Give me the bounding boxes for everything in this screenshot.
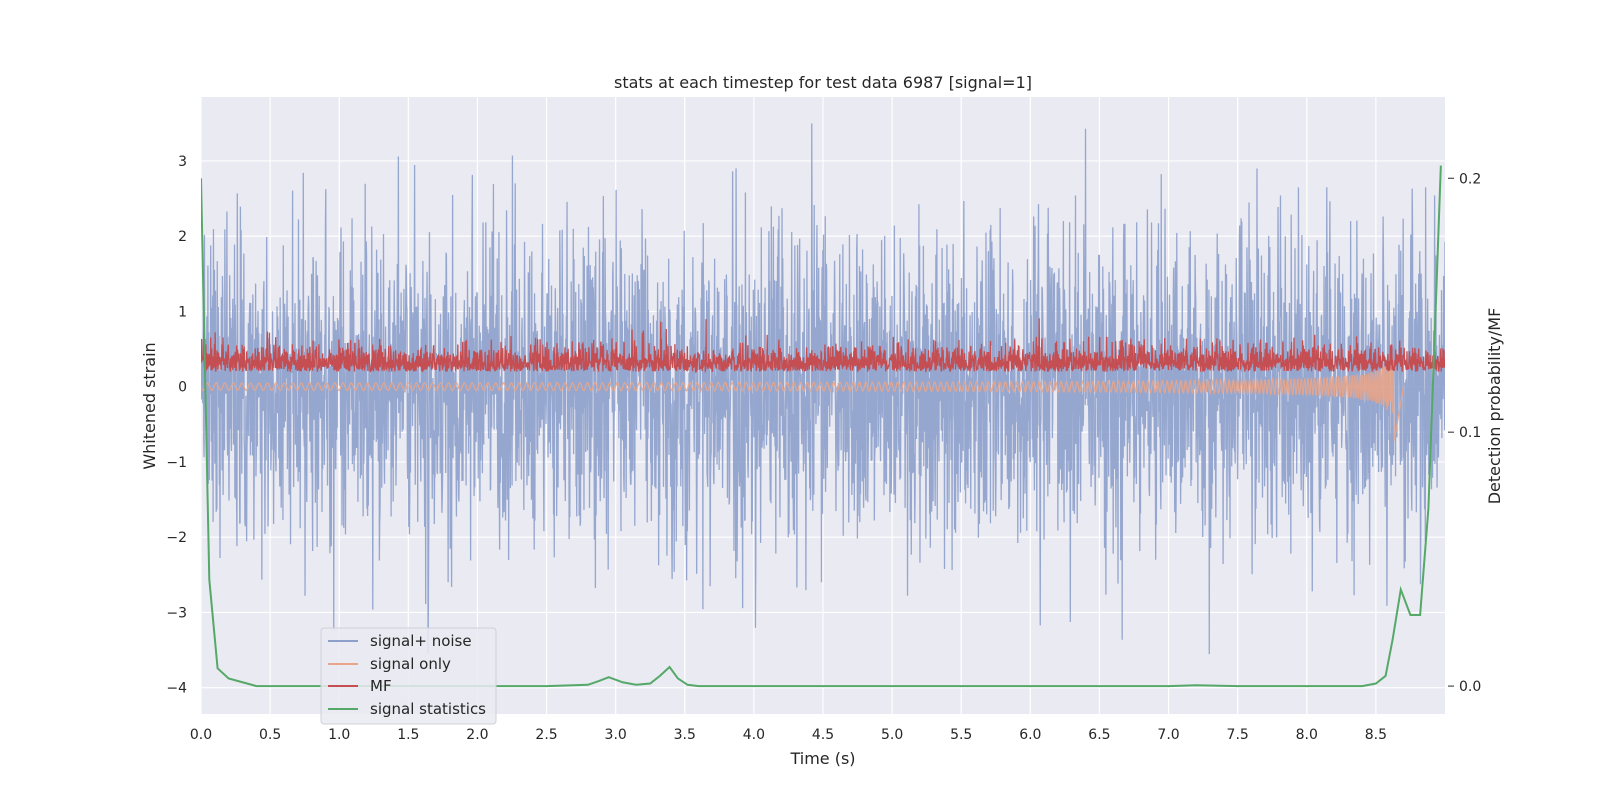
y-axis-ticks: 3 2 1 0 −1 −2 −3 −4 — [166, 154, 187, 697]
x-tick-label: 8.0 — [1296, 727, 1318, 743]
x-tick-label: 8.5 — [1365, 727, 1387, 743]
series-signal-only — [201, 356, 1405, 441]
x-tick-label: 2.5 — [535, 727, 557, 743]
x-tick-label: 7.0 — [1157, 727, 1179, 743]
legend-label-signal-only: signal only — [370, 655, 451, 673]
legend-entry-signal-noise: signal+ noise — [328, 632, 472, 650]
series-signal-statistics — [201, 165, 1442, 688]
y-tick-label: −4 — [166, 681, 187, 697]
x-tick-label: 6.0 — [1019, 727, 1041, 743]
x-axis-label: Time (s) — [789, 749, 855, 768]
y-tick-label: 1 — [178, 304, 187, 320]
series-mf — [201, 318, 1445, 374]
x-axis-ticks: 0.0 0.5 1.0 1.5 2.0 2.5 3.0 3.5 4.0 4.5 5.0 5.5 6.0 6… — [190, 727, 1387, 743]
x-tick-label: 1.5 — [397, 727, 419, 743]
x-tick-label: 6.5 — [1088, 727, 1110, 743]
y2-tick-label: 0.0 — [1459, 679, 1481, 695]
x-tick-label: 4.5 — [812, 727, 834, 743]
legend-entry-signal-only: signal only — [328, 655, 451, 673]
y-tick-label: −2 — [166, 530, 187, 546]
legend-entry-mf: MF — [328, 677, 392, 695]
chart-title: stats at each timestep for test data 698… — [614, 73, 1032, 92]
y2-axis-ticks: 0.2 0.1 0.0 — [1448, 171, 1481, 695]
y2-tick-label: 0.2 — [1459, 171, 1481, 187]
x-tick-label: 5.0 — [881, 727, 903, 743]
x-tick-label: 7.5 — [1227, 727, 1249, 743]
legend-entry-signal-statistics: signal statistics — [328, 700, 486, 718]
x-tick-label: 4.0 — [743, 727, 765, 743]
y-tick-label: −3 — [166, 605, 187, 621]
x-tick-label: 5.5 — [950, 727, 972, 743]
legend-label-signal-statistics: signal statistics — [370, 700, 486, 718]
x-tick-label: 0.5 — [259, 727, 281, 743]
y-axis-label: Whitened strain — [140, 342, 159, 469]
x-tick-label: 3.0 — [605, 727, 627, 743]
y2-axis-label: Detection probability/MF — [1485, 308, 1504, 505]
x-tick-label: 3.5 — [674, 727, 696, 743]
y2-tick-label: 0.1 — [1459, 425, 1481, 441]
x-tick-label: 0.0 — [190, 727, 212, 743]
y-tick-label: 2 — [178, 229, 187, 245]
x-tick-label: 1.0 — [328, 727, 350, 743]
x-tick-label: 2.0 — [466, 727, 488, 743]
legend-box — [320, 627, 497, 725]
series-signal-noise — [201, 123, 1445, 655]
legend-label-mf: MF — [370, 677, 392, 695]
y-tick-label: 3 — [178, 154, 187, 170]
legend-label-signal-noise: signal+ noise — [370, 632, 472, 650]
series-layer — [201, 123, 1445, 688]
y-tick-label: 0 — [178, 380, 187, 396]
legend: signal+ noise signal only MF signal stat… — [320, 627, 497, 725]
y-tick-label: −1 — [166, 455, 187, 471]
